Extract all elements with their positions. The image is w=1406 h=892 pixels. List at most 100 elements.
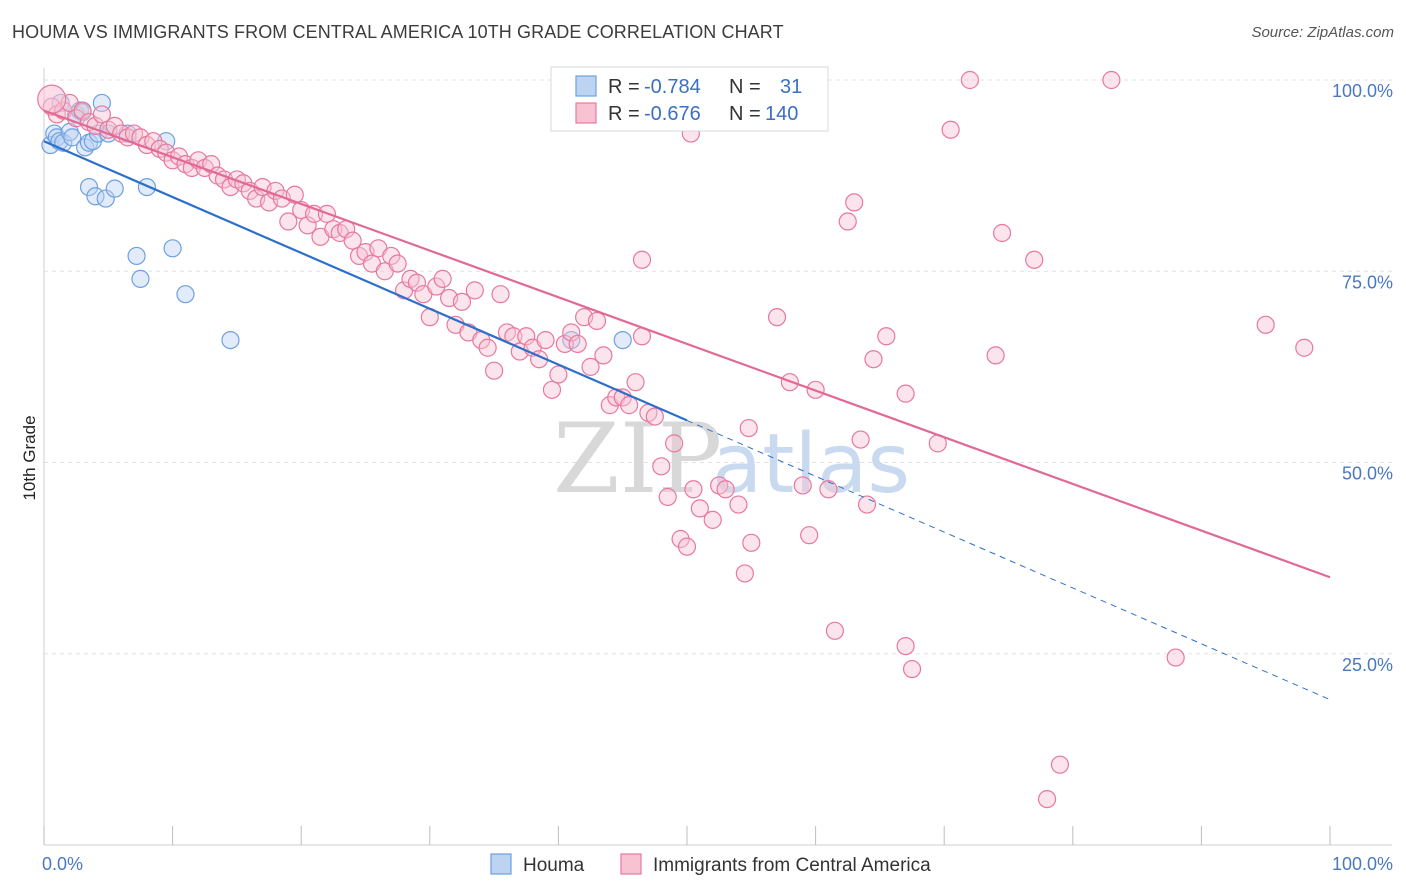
axes bbox=[43, 68, 1392, 846]
trend-lines bbox=[43, 109, 1331, 701]
immigrants-point-105 bbox=[729, 495, 748, 514]
x-tick-label-0: 0.0% bbox=[42, 854, 83, 874]
immigrants-point-40 bbox=[298, 216, 317, 235]
immigrants-point-85 bbox=[587, 311, 607, 331]
houma-point-22 bbox=[127, 246, 146, 266]
legend-n-value-immigrants: 140 bbox=[765, 103, 798, 125]
immigrants-point-70 bbox=[491, 285, 510, 304]
immigrants-point-114 bbox=[819, 480, 838, 499]
legend-n-value-houma: 31 bbox=[780, 76, 802, 98]
immigrants-point-54 bbox=[388, 254, 407, 273]
y-axis-label: 10th Grade bbox=[20, 415, 39, 500]
immigrants-point-91 bbox=[626, 373, 645, 392]
houma-point-6 bbox=[63, 128, 82, 147]
immigrants-trend-line bbox=[43, 109, 1331, 579]
y-tick-label-2: 50.0% bbox=[1342, 464, 1393, 484]
bottom-legend: Houma Immigrants from Central America bbox=[490, 853, 931, 876]
immigrants-point-128 bbox=[986, 346, 1005, 365]
y-tick-label-3: 25.0% bbox=[1342, 655, 1393, 675]
immigrants-point-127 bbox=[960, 70, 980, 90]
houma-point-26 bbox=[221, 331, 240, 350]
y-tick-label-0: 100.0% bbox=[1332, 81, 1393, 101]
bottom-legend-swatch-houma bbox=[490, 853, 512, 875]
houma-point-20 bbox=[105, 179, 124, 198]
immigrants-point-97 bbox=[665, 434, 684, 453]
immigrants-point-102 bbox=[703, 510, 722, 529]
houma-point-28 bbox=[613, 331, 632, 350]
bottom-legend-label-houma: Houma bbox=[523, 855, 585, 876]
immigrants-point-82 bbox=[568, 334, 587, 354]
immigrants-point-120 bbox=[864, 350, 883, 369]
immigrants-point-81 bbox=[562, 323, 581, 342]
immigrants-point-131 bbox=[1037, 789, 1057, 809]
immigrants-point-119 bbox=[857, 495, 877, 514]
immigrants-point-79 bbox=[549, 365, 568, 384]
immigrants-point-94 bbox=[645, 407, 664, 426]
immigrants-point-77 bbox=[536, 331, 555, 350]
immigrants-point-61 bbox=[433, 269, 452, 288]
immigrants-point-133 bbox=[1102, 70, 1121, 90]
immigrants-point-78 bbox=[542, 380, 562, 399]
legend-r-value-immigrants: -0.676 bbox=[644, 103, 701, 125]
immigrants-point-47 bbox=[343, 231, 362, 250]
immigrants-point-122 bbox=[896, 384, 915, 403]
immigrants-point-64 bbox=[452, 292, 472, 311]
immigrants-point-8 bbox=[92, 105, 111, 124]
immigrants-point-96 bbox=[658, 487, 677, 507]
immigrants-point-118 bbox=[851, 430, 870, 449]
y-tick-label-1: 75.0% bbox=[1342, 272, 1393, 292]
immigrants-point-129 bbox=[992, 223, 1012, 243]
immigrants-point-66 bbox=[465, 281, 484, 300]
legend-swatch-immigrants bbox=[575, 102, 597, 124]
houma-trend-extension bbox=[686, 419, 1331, 701]
immigrants-point-136 bbox=[1295, 338, 1314, 357]
immigrants-point-84 bbox=[581, 357, 600, 376]
immigrants-point-126 bbox=[941, 120, 960, 139]
immigrants-point-111 bbox=[793, 476, 812, 495]
legend-box bbox=[550, 66, 829, 132]
immigrants-point-86 bbox=[594, 346, 613, 365]
immigrants-point-106 bbox=[735, 564, 754, 583]
watermark-atlas: atlas bbox=[712, 417, 910, 512]
legend-r-value-houma: -0.784 bbox=[644, 76, 701, 98]
chart-title: HOUMA VS IMMIGRANTS FROM CENTRAL AMERICA… bbox=[12, 22, 784, 42]
immigrants-points bbox=[37, 70, 1314, 809]
houma-point-25 bbox=[176, 285, 195, 304]
grid bbox=[44, 79, 1392, 655]
legend-n-label-immigrants: N = bbox=[729, 103, 761, 125]
immigrants-point-121 bbox=[877, 327, 896, 346]
legend-swatch-houma bbox=[575, 75, 597, 97]
immigrants-point-108 bbox=[632, 250, 652, 269]
immigrants-point-107 bbox=[742, 533, 761, 552]
immigrants-point-5 bbox=[73, 101, 92, 120]
immigrants-point-130 bbox=[1025, 250, 1044, 269]
source-label: Source: ZipAtlas.com bbox=[1251, 24, 1394, 41]
immigrants-point-135 bbox=[1256, 315, 1275, 334]
immigrants-point-90 bbox=[620, 396, 639, 415]
immigrants-point-37 bbox=[279, 212, 298, 231]
houma-point-21 bbox=[137, 178, 156, 197]
immigrants-point-134 bbox=[1166, 648, 1185, 667]
houma-point-19 bbox=[96, 189, 115, 208]
houma-trend-line bbox=[43, 140, 688, 422]
immigrants-point-138 bbox=[739, 418, 758, 438]
immigrants-point-101 bbox=[690, 499, 709, 518]
immigrants-point-69 bbox=[485, 361, 504, 380]
immigrants-point-68 bbox=[478, 338, 497, 357]
immigrants-point-95 bbox=[652, 457, 671, 476]
immigrants-point-100 bbox=[684, 480, 703, 499]
immigrants-point-25 bbox=[202, 155, 221, 174]
x-tick-label-1: 100.0% bbox=[1332, 854, 1393, 874]
immigrants-point-74 bbox=[517, 327, 536, 346]
immigrants-point-117 bbox=[845, 193, 864, 212]
legend-n-label-houma: N = bbox=[729, 76, 761, 98]
houma-point-24 bbox=[163, 239, 182, 258]
immigrants-point-123 bbox=[896, 636, 915, 656]
legend: R = -0.784 N = 31 R = -0.676 N = 140 bbox=[550, 66, 829, 132]
immigrants-point-132 bbox=[1050, 755, 1070, 774]
immigrants-cluster-blob bbox=[37, 84, 67, 114]
immigrants-point-80 bbox=[555, 334, 574, 354]
immigrants-point-99 bbox=[677, 537, 697, 556]
bottom-legend-swatch-immigrants bbox=[620, 853, 642, 875]
